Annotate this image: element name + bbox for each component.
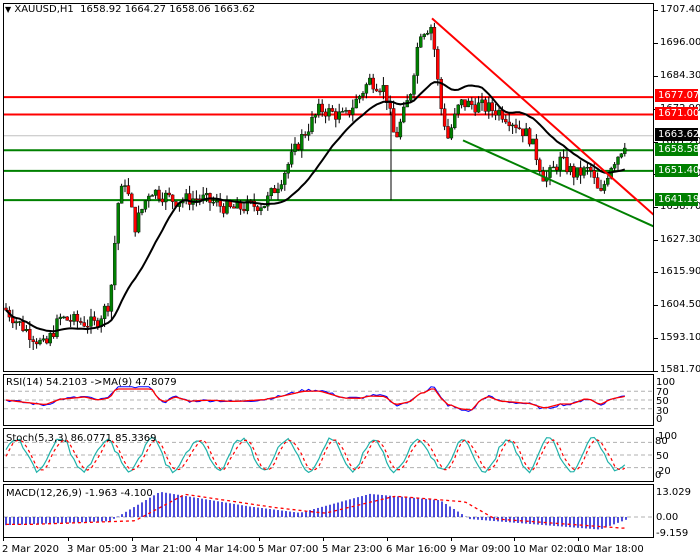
price-tick: 1696.00 — [660, 37, 700, 48]
stoch-tick: 80 — [655, 436, 668, 447]
dropdown-triangle-icon[interactable]: ▼ — [5, 5, 12, 14]
stoch-tick: 100 — [658, 431, 678, 442]
support-tag-1651: 1651.40 — [655, 164, 699, 177]
stoch-legend: Stoch(5,3,3) 86.0771 85.3369 — [6, 433, 157, 444]
macd-tick: 0.00 — [656, 512, 679, 523]
candlestick-series — [4, 17, 653, 351]
macd-tick: 13.029 — [656, 487, 691, 498]
price-tick: 1661.20 — [660, 136, 700, 147]
stoch-tick: 0 — [655, 470, 662, 481]
price-tick: 1615.90 — [660, 266, 700, 277]
price-tick: 1593.10 — [660, 332, 700, 343]
macd-legend: MACD(12,26,9) -1.963 -4.100 — [6, 488, 153, 499]
time-label: 9 Mar 09:00 — [450, 544, 511, 555]
time-label: 5 Mar 23:00 — [322, 544, 383, 555]
rsi-legend: RSI(14) 54.2103 ->MA(9) 47.8079 — [6, 377, 177, 388]
time-label: 2 Mar 2020 — [2, 544, 60, 555]
stoch-tick: 50 — [656, 451, 669, 462]
support-tag-1641: 1641.19 — [655, 193, 699, 206]
time-label: 10 Mar 18:00 — [577, 544, 644, 555]
resistance-tag-1677: 1677.07 — [655, 89, 699, 102]
price-tick: 1707.40 — [660, 4, 700, 15]
rsi-tick: 30 — [656, 406, 669, 417]
time-label: 4 Mar 14:00 — [195, 544, 256, 555]
rsi-tick: 0 — [656, 414, 663, 425]
time-label: 3 Mar 05:00 — [67, 544, 128, 555]
time-label: 3 Mar 21:00 — [131, 544, 192, 555]
macd-pane[interactable] — [3, 484, 654, 538]
rsi-tick: 100 — [656, 377, 676, 388]
rsi-series — [4, 386, 653, 413]
price-tick: 1581.70 — [660, 364, 700, 375]
time-label: 10 Mar 02:00 — [513, 544, 580, 555]
stoch-tick: 20 — [658, 466, 671, 477]
stoch-series — [4, 436, 653, 474]
symbol-timeframe: XAUUSD,H1 — [14, 4, 74, 15]
price-tick: 1604.50 — [660, 299, 700, 310]
price-tick: 1627.30 — [660, 234, 700, 245]
price-tick: 1638.70 — [660, 201, 700, 212]
resistance-tag-1671: 1671.00 — [655, 107, 699, 120]
price-tick: 1684.30 — [660, 70, 700, 81]
time-label: 6 Mar 16:00 — [386, 544, 447, 555]
macd-tick: -9.159 — [656, 528, 689, 539]
time-label: 5 Mar 07:00 — [258, 544, 319, 555]
current-price-tag: 1663.62 — [655, 128, 699, 141]
rsi-tick: 50 — [656, 396, 669, 407]
rsi-tick: 70 — [656, 387, 669, 398]
support-tag-1658: 1658.58 — [655, 143, 699, 156]
macd-series — [4, 492, 653, 530]
chart-header: ▼ XAUUSD,H1 1658.92 1664.27 1658.06 1663… — [5, 4, 255, 15]
ohlc-values: 1658.92 1664.27 1658.06 1663.62 — [80, 4, 256, 15]
